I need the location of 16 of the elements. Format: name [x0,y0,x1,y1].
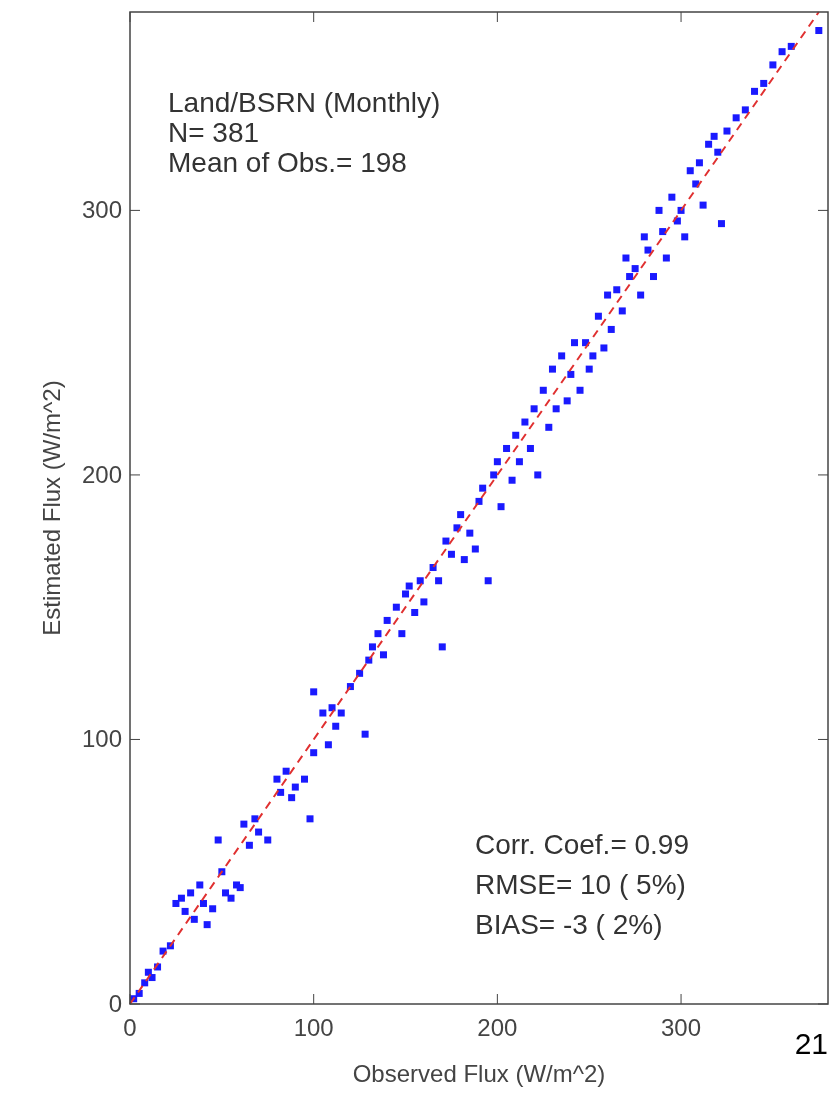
annotation: RMSE= 10 ( 5%) [475,869,686,900]
x-tick-label: 300 [661,1014,702,1041]
y-tick-label: 100 [81,725,122,753]
annotation: Corr. Coef.= 0.99 [475,829,690,860]
annotation: N= 381 [168,117,260,148]
text: 21 [794,1027,828,1060]
y-tick-label: 200 [81,460,122,488]
x-tick-label: 100 [293,1014,334,1041]
y-tick-label: 300 [81,196,122,224]
y-tick-label: 0 [108,990,122,1017]
annotation: Mean of Obs.= 198 [168,147,407,178]
annotation: BIAS= -3 ( 2%) [475,909,663,940]
x-axis-title: Observed Flux (W/m^2) [352,1060,606,1087]
x-tick-label: 200 [477,1014,518,1041]
y-axis-title: Estimated Flux (W/m^2) [38,380,65,636]
annotation: Land/BSRN (Monthly) [168,87,441,118]
